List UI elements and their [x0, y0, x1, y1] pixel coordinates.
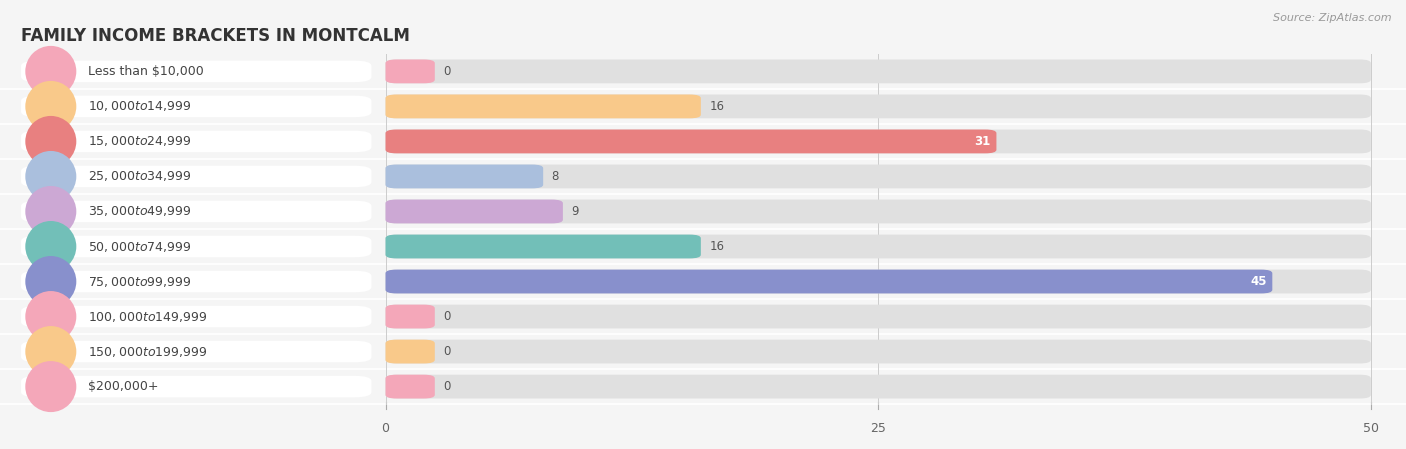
FancyBboxPatch shape: [385, 374, 434, 399]
FancyBboxPatch shape: [21, 166, 371, 187]
Text: $10,000 to $14,999: $10,000 to $14,999: [87, 99, 191, 114]
FancyBboxPatch shape: [385, 59, 434, 84]
Text: 0: 0: [443, 380, 450, 393]
Text: $100,000 to $149,999: $100,000 to $149,999: [87, 309, 207, 324]
FancyBboxPatch shape: [21, 306, 371, 327]
Ellipse shape: [25, 256, 76, 307]
FancyBboxPatch shape: [385, 234, 700, 259]
FancyBboxPatch shape: [21, 271, 371, 292]
FancyBboxPatch shape: [385, 59, 1371, 84]
Text: 16: 16: [709, 100, 724, 113]
FancyBboxPatch shape: [385, 94, 1371, 119]
Text: $200,000+: $200,000+: [87, 380, 157, 393]
Text: 0: 0: [443, 65, 450, 78]
FancyBboxPatch shape: [385, 374, 1371, 399]
Ellipse shape: [25, 116, 76, 167]
Ellipse shape: [25, 326, 76, 377]
Text: 0: 0: [443, 345, 450, 358]
Text: $35,000 to $49,999: $35,000 to $49,999: [87, 204, 191, 219]
Ellipse shape: [25, 81, 76, 132]
Ellipse shape: [25, 361, 76, 412]
FancyBboxPatch shape: [385, 94, 700, 119]
Text: 8: 8: [551, 170, 560, 183]
FancyBboxPatch shape: [21, 376, 371, 397]
Text: 16: 16: [709, 240, 724, 253]
FancyBboxPatch shape: [21, 341, 371, 362]
FancyBboxPatch shape: [385, 269, 1371, 294]
Text: 0: 0: [381, 422, 389, 435]
Text: $150,000 to $199,999: $150,000 to $199,999: [87, 344, 207, 359]
FancyBboxPatch shape: [385, 234, 1371, 259]
Text: 50: 50: [1362, 422, 1379, 435]
FancyBboxPatch shape: [21, 236, 371, 257]
FancyBboxPatch shape: [385, 304, 1371, 329]
FancyBboxPatch shape: [21, 201, 371, 222]
Text: $75,000 to $99,999: $75,000 to $99,999: [87, 274, 191, 289]
Text: $25,000 to $34,999: $25,000 to $34,999: [87, 169, 191, 184]
Text: 31: 31: [974, 135, 991, 148]
FancyBboxPatch shape: [21, 96, 371, 117]
FancyBboxPatch shape: [385, 304, 434, 329]
FancyBboxPatch shape: [385, 164, 543, 189]
FancyBboxPatch shape: [385, 129, 997, 154]
FancyBboxPatch shape: [385, 269, 1272, 294]
Text: Less than $10,000: Less than $10,000: [87, 65, 204, 78]
FancyBboxPatch shape: [385, 339, 434, 364]
Text: 25: 25: [870, 422, 886, 435]
Ellipse shape: [25, 151, 76, 202]
FancyBboxPatch shape: [21, 61, 371, 82]
Text: $15,000 to $24,999: $15,000 to $24,999: [87, 134, 191, 149]
Text: $50,000 to $74,999: $50,000 to $74,999: [87, 239, 191, 254]
FancyBboxPatch shape: [385, 164, 1371, 189]
FancyBboxPatch shape: [385, 129, 1371, 154]
Ellipse shape: [25, 46, 76, 97]
Text: 45: 45: [1250, 275, 1267, 288]
Ellipse shape: [25, 291, 76, 342]
Text: FAMILY INCOME BRACKETS IN MONTCALM: FAMILY INCOME BRACKETS IN MONTCALM: [21, 27, 411, 45]
FancyBboxPatch shape: [21, 131, 371, 152]
FancyBboxPatch shape: [385, 199, 562, 224]
Text: 0: 0: [443, 310, 450, 323]
Text: 9: 9: [571, 205, 579, 218]
Ellipse shape: [25, 221, 76, 272]
Ellipse shape: [25, 186, 76, 237]
FancyBboxPatch shape: [385, 199, 1371, 224]
FancyBboxPatch shape: [385, 339, 1371, 364]
Text: Source: ZipAtlas.com: Source: ZipAtlas.com: [1274, 13, 1392, 23]
